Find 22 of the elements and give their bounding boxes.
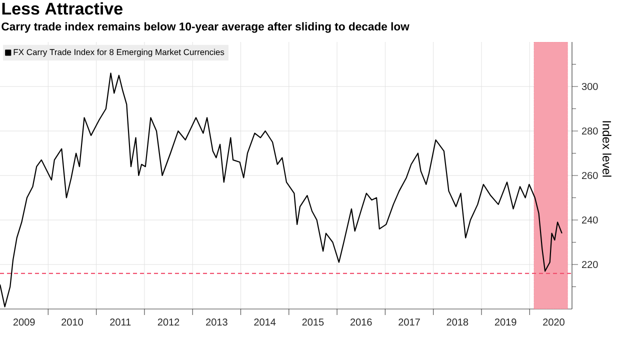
x-tick-label: 2014	[254, 318, 276, 326]
y-tick-label: 240	[582, 216, 598, 224]
x-tick-label: 2019	[494, 318, 516, 326]
legend-label: FX Carry Trade Index for 8 Emerging Market Currencies	[14, 48, 224, 57]
y-tick-label: 300	[582, 82, 598, 90]
y-tick-label: 260	[582, 172, 598, 180]
x-tick-label: 2013	[206, 318, 228, 326]
x-tick-label: 2015	[302, 318, 324, 326]
y-tick-label: 280	[582, 127, 598, 135]
x-tick-label: 2011	[110, 318, 131, 326]
x-tick-label: 2009	[13, 318, 35, 326]
x-tick-label: 2017	[398, 318, 420, 326]
x-tick-label: 2020	[543, 318, 564, 326]
x-tick-label: 2010	[62, 318, 83, 326]
chart-subtitle: Carry trade index remains below 10-year average after sliding to decade low	[2, 22, 410, 33]
chart-title: Less Attractive	[2, 2, 122, 15]
line-series	[0, 72, 562, 308]
x-tick-label: 2012	[158, 318, 180, 326]
x-tick-label: 2016	[350, 318, 372, 326]
y-tick-label: 220	[582, 260, 598, 268]
x-tick-label: 2018	[446, 318, 468, 326]
y-axis-title: Index level	[602, 121, 612, 177]
